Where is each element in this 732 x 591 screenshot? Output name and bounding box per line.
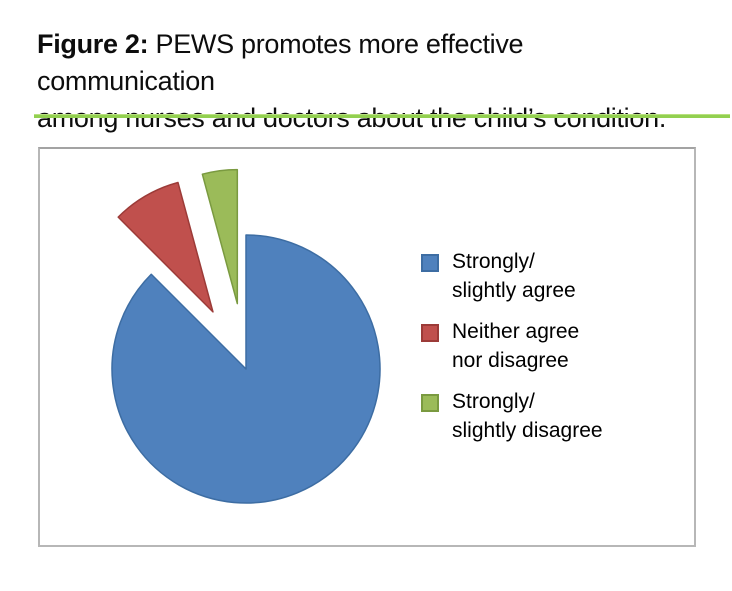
pie-slice-2 (201, 168, 239, 305)
legend-label-neither-line1: Neither agree (452, 320, 580, 343)
caption-line-2: among nurses and doctors about the child… (37, 103, 667, 133)
chart-area: Strongly/ slightly agree Neither agree n… (38, 147, 696, 547)
caption-line-1: Figure 2: PEWS promotes more effective c… (37, 26, 707, 100)
figure-number-label: Figure 2: (37, 29, 149, 59)
legend-label-neither: Neither agree nor disagree (452, 317, 579, 375)
chart-legend: Strongly/ slightly agree Neither agree n… (421, 247, 681, 457)
legend-label-agree-line2: slightly agree (452, 279, 576, 302)
legend-marker-neither (421, 324, 439, 342)
legend-label-agree: Strongly/ slightly agree (452, 247, 576, 305)
pie-slice-1 (117, 181, 214, 313)
pie-slice-0 (111, 234, 381, 504)
legend-label-neither-line2: nor disagree (452, 349, 569, 372)
legend-marker-agree (421, 254, 439, 272)
legend-item-agree: Strongly/ slightly agree (421, 247, 681, 305)
legend-item-neither: Neither agree nor disagree (421, 317, 681, 375)
legend-label-agree-line1: Strongly/ (452, 250, 535, 273)
pie-chart (111, 168, 381, 504)
legend-label-disagree-line1: Strongly/ (452, 390, 535, 413)
legend-label-disagree-line2: slightly disagree (452, 419, 603, 442)
title-separator-line (34, 114, 730, 118)
caption-line-1-text: PEWS promotes more effective communicati… (37, 29, 524, 96)
legend-label-disagree: Strongly/ slightly disagree (452, 387, 603, 445)
figure-caption: Figure 2: PEWS promotes more effective c… (37, 26, 707, 137)
legend-item-disagree: Strongly/ slightly disagree (421, 387, 681, 445)
legend-marker-disagree (421, 394, 439, 412)
